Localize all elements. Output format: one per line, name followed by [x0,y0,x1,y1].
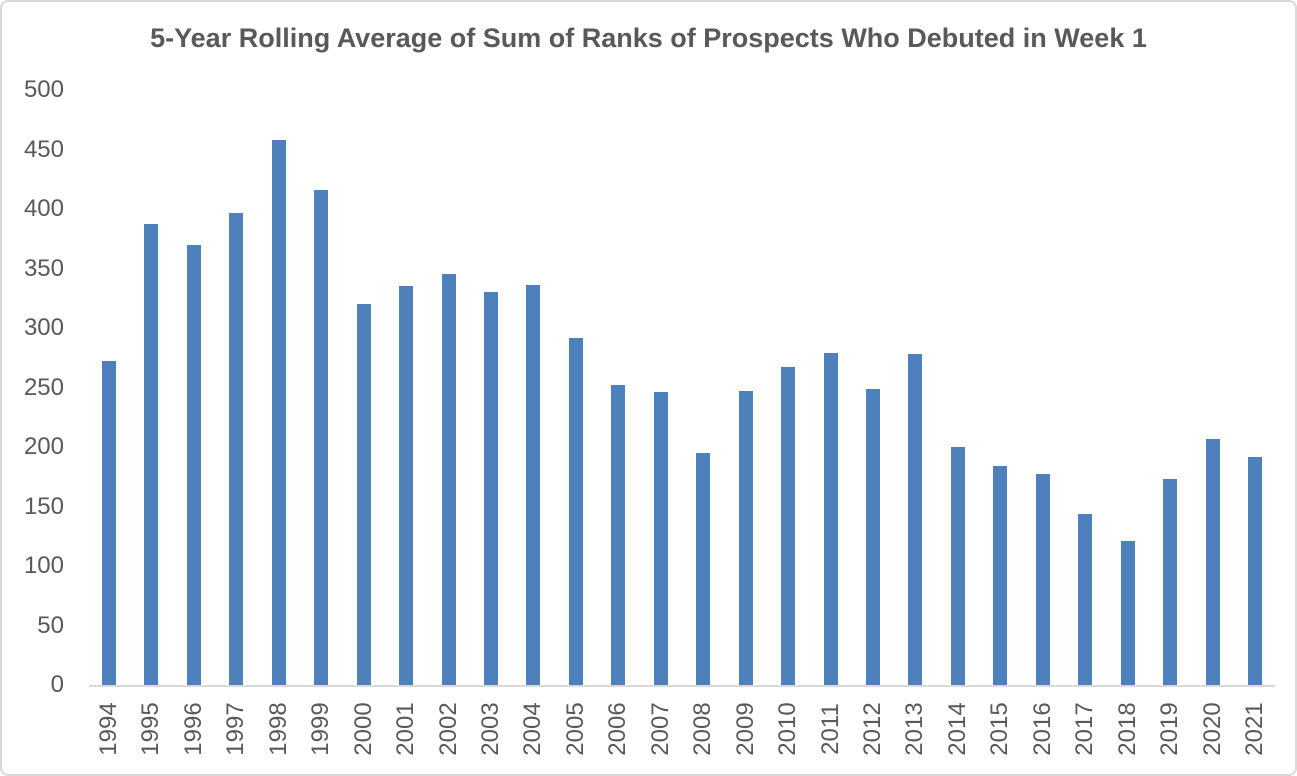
bar [144,224,159,685]
x-axis-tick-label: 2001 [392,702,420,756]
x-axis-tick-label: 2003 [477,702,504,756]
chart-title: 5-Year Rolling Average of Sum of Ranks o… [150,23,1147,53]
bar [1120,541,1135,685]
bar [993,466,1008,685]
x-axis-tick-label: 2011 [816,703,844,755]
x-axis-tick-label: 2018 [1113,702,1141,756]
x-axis-tick-label: 1999 [307,702,335,756]
bar [526,285,541,685]
x-axis-tick-label: 2019 [1156,702,1184,756]
x-axis-tick-label: 2017 [1071,702,1099,756]
x-axis-tick-label: 2002 [434,702,462,756]
x-axis-tick-label: 2014 [943,702,971,756]
bar [738,391,753,685]
bar [568,337,583,685]
x-axis-tick-label: 2020 [1198,702,1226,756]
x-axis-tick-label: 2016 [1028,702,1056,756]
x-axis-tick-label: 2013 [901,702,929,756]
x-axis-tick-label: 2000 [349,702,377,756]
bar [1205,438,1220,685]
bar [1163,479,1178,685]
y-axis-tick-label: 50 [37,611,64,639]
x-axis-tick-label: 2010 [774,702,802,756]
bar [271,139,286,685]
bar [653,392,668,685]
bar [908,354,923,685]
y-axis-tick-label: 500 [23,76,64,103]
bar [186,244,201,685]
bar [399,286,414,685]
x-axis-tick-label: 2012 [859,702,886,756]
x-axis-tick-label: 2005 [561,702,589,756]
bar [229,212,244,685]
x-axis-tick-label: 2008 [689,702,717,756]
bar [356,304,371,685]
x-axis-tick-label: 2004 [519,702,547,756]
x-axis-tick-label: 2009 [731,702,759,756]
bar [314,189,329,685]
x-axis-tick-label: 1997 [222,702,250,756]
bar [950,447,965,685]
bar [102,361,116,685]
y-axis-tick-label: 400 [23,195,64,222]
plot-area [89,90,1275,687]
y-axis-tick-label: 200 [23,433,64,460]
y-axis-tick-label: 450 [23,135,64,163]
bar [781,367,796,685]
bar [1248,456,1262,685]
y-axis-tick-label: 350 [23,254,64,282]
x-axis-tick-label: 2015 [986,702,1014,756]
x-axis-tick-label: 2006 [604,702,632,756]
bar [823,353,838,685]
x-axis-tick-label: 1998 [264,702,292,756]
y-axis-tick-label: 0 [50,671,64,698]
bar [696,452,711,685]
bar [441,274,456,685]
bar [484,292,498,685]
y-axis-tick-label: 150 [23,492,64,520]
x-axis-tick-label: 1995 [137,702,165,756]
y-axis-tick-label: 250 [23,373,64,401]
x-axis-tick-label: 1994 [95,702,122,756]
bar [611,385,626,685]
x-axis-tick-label: 2021 [1241,702,1268,756]
bar [866,388,880,685]
x-axis-tick-label: 1996 [179,702,207,756]
x-axis-tick-label: 2007 [646,702,674,756]
bar [1078,513,1093,685]
bar [1035,474,1050,685]
y-axis-tick-label: 100 [23,552,64,579]
y-axis-tick-label: 300 [23,314,64,341]
